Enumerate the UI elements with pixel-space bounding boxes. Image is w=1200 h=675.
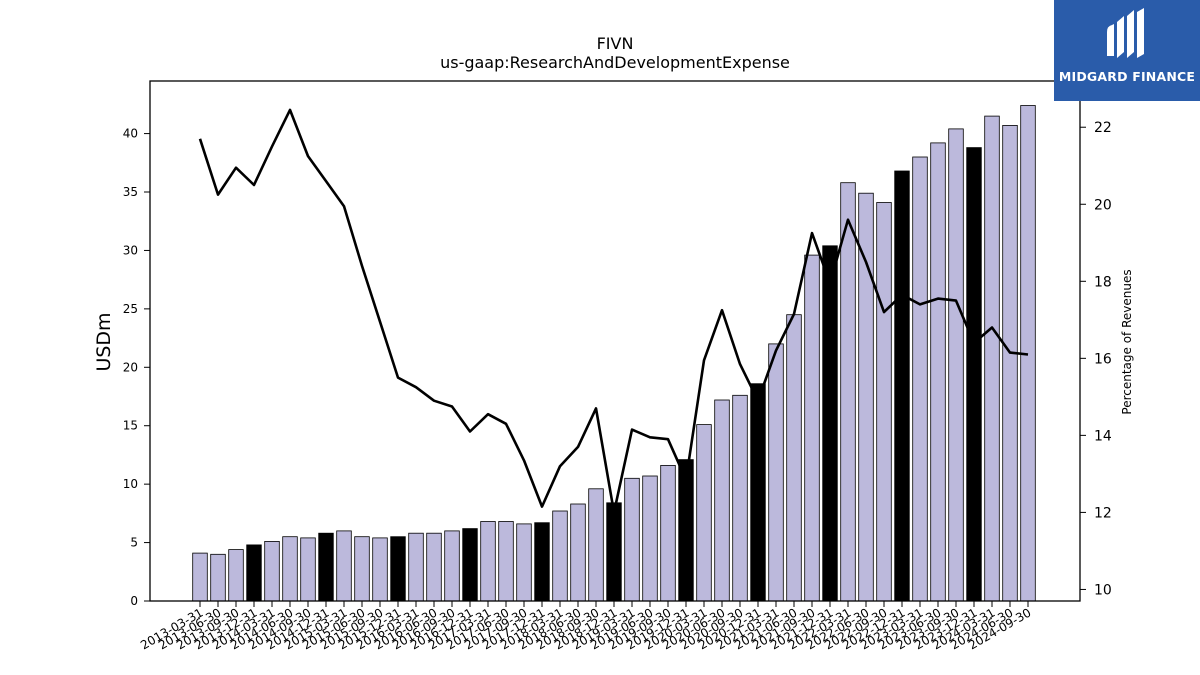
bar <box>804 254 820 602</box>
y2-tick-label: 14 <box>1094 428 1112 444</box>
bar <box>498 521 514 602</box>
bar <box>948 128 964 602</box>
x-axis: 2013-03-312013-06-302013-09-302013-12-31… <box>138 601 1034 652</box>
bar <box>876 202 892 602</box>
bar <box>894 170 910 602</box>
bar <box>426 532 442 602</box>
y-tick-label: 40 <box>123 127 138 141</box>
bar <box>372 537 388 602</box>
bar <box>354 536 370 602</box>
y2-tick-label: 10 <box>1094 582 1112 598</box>
bar <box>786 314 802 602</box>
bar <box>408 532 424 602</box>
bar <box>696 424 712 602</box>
plot-frame <box>149 80 1081 602</box>
y-axis-label: USDm <box>93 312 115 371</box>
bar <box>624 477 640 602</box>
bar <box>336 530 352 602</box>
bar <box>984 115 1000 602</box>
bar <box>642 475 658 602</box>
y-tick-label: 25 <box>123 302 138 316</box>
bar <box>660 464 676 602</box>
y-tick-label: 15 <box>123 419 138 433</box>
bar-series <box>192 105 1036 602</box>
bar <box>534 522 550 602</box>
bar <box>192 552 208 602</box>
bar <box>966 147 982 602</box>
bar <box>390 536 406 602</box>
y2-tick-label: 16 <box>1094 351 1112 367</box>
y2-tick-label: 22 <box>1094 120 1112 136</box>
y2-tick-label: 20 <box>1094 197 1112 213</box>
y2-axis-label: Percentage of Revenues <box>1120 269 1134 414</box>
bar <box>228 549 244 602</box>
bar <box>300 537 316 602</box>
bar <box>606 502 622 602</box>
bar <box>462 528 478 602</box>
bar <box>318 532 334 602</box>
bar <box>840 182 856 602</box>
bar <box>1002 125 1018 602</box>
bar <box>246 544 262 602</box>
bar <box>516 523 532 602</box>
bar <box>444 530 460 602</box>
y2-axis: 10 12 14 16 18 20 22 <box>1080 120 1112 598</box>
bar <box>822 245 838 602</box>
y-tick-label: 10 <box>123 477 138 491</box>
y2-tick-label: 18 <box>1094 274 1112 290</box>
y2-tick-label: 12 <box>1094 505 1112 521</box>
y-tick-label: 0 <box>130 594 138 608</box>
y-tick-label: 5 <box>130 536 138 550</box>
y-tick-label: 20 <box>123 360 138 374</box>
y-axis: 0 5 10 15 20 25 30 35 40 <box>123 127 150 608</box>
logo-mark-icon <box>1107 8 1144 58</box>
bar <box>768 343 784 602</box>
bar <box>552 510 568 602</box>
y-tick-label: 30 <box>123 243 138 257</box>
bar <box>858 192 874 602</box>
bar <box>732 394 748 602</box>
bar <box>750 383 766 602</box>
bar <box>912 156 928 602</box>
logo-text: MIDGARD FINANCE <box>1058 69 1196 84</box>
chart-subtitle: us-gaap:ResearchAndDevelopmentExpense <box>440 53 790 72</box>
bar <box>480 521 496 602</box>
bar <box>570 503 586 602</box>
bar <box>588 488 604 602</box>
y-tick-label: 35 <box>123 185 138 199</box>
midgard-finance-logo: MIDGARD FINANCE <box>1054 0 1200 101</box>
bar <box>282 536 298 602</box>
bar <box>930 142 946 602</box>
bar <box>210 553 226 602</box>
line-series <box>198 108 1029 514</box>
chart-title: FIVN <box>597 34 634 53</box>
line-path <box>198 108 1029 514</box>
bar <box>714 399 730 602</box>
bar <box>264 541 280 602</box>
